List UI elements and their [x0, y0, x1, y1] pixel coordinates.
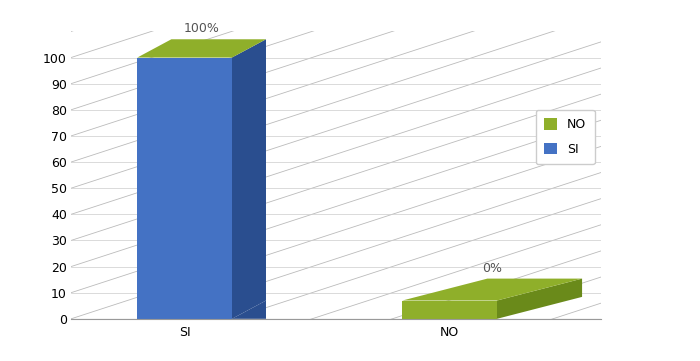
Polygon shape	[232, 39, 266, 319]
Polygon shape	[232, 301, 266, 319]
Polygon shape	[137, 39, 266, 57]
Text: 0%: 0%	[482, 262, 502, 275]
Polygon shape	[137, 57, 232, 319]
Polygon shape	[497, 279, 582, 319]
Text: 100%: 100%	[183, 22, 220, 35]
Legend: NO, SI: NO, SI	[536, 109, 595, 164]
Polygon shape	[402, 279, 582, 301]
Polygon shape	[402, 301, 497, 319]
